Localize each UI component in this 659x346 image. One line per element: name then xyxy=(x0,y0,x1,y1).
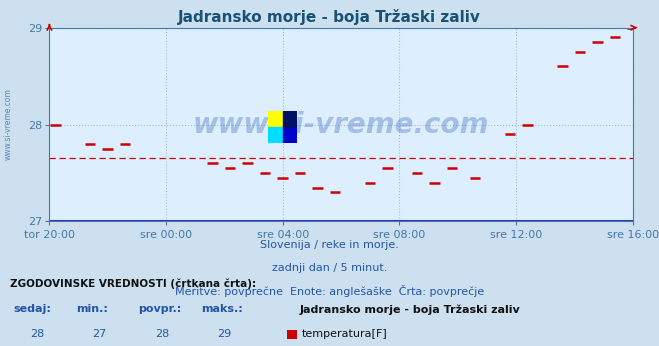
Bar xyxy=(283,127,297,143)
Text: www.si-vreme.com: www.si-vreme.com xyxy=(193,111,489,138)
Text: Slovenija / reke in morje.: Slovenija / reke in morje. xyxy=(260,240,399,251)
Text: 29: 29 xyxy=(217,329,232,339)
Bar xyxy=(283,111,297,127)
Text: maks.:: maks.: xyxy=(201,304,243,315)
Text: www.si-vreme.com: www.si-vreme.com xyxy=(3,89,13,161)
Text: min.:: min.: xyxy=(76,304,107,315)
Text: temperatura[F]: temperatura[F] xyxy=(302,329,387,339)
Text: Jadransko morje - boja Tržaski zaliv: Jadransko morje - boja Tržaski zaliv xyxy=(300,304,521,315)
Text: povpr.:: povpr.: xyxy=(138,304,182,315)
Text: sedaj:: sedaj: xyxy=(13,304,51,315)
Text: 28: 28 xyxy=(155,329,169,339)
Text: ZGODOVINSKE VREDNOSTI (črtkana črta):: ZGODOVINSKE VREDNOSTI (črtkana črta): xyxy=(10,279,256,289)
Text: 27: 27 xyxy=(92,329,107,339)
Text: zadnji dan / 5 minut.: zadnji dan / 5 minut. xyxy=(272,263,387,273)
Text: Meritve: povprečne  Enote: anglešaške  Črta: povprečje: Meritve: povprečne Enote: anglešaške Črt… xyxy=(175,285,484,298)
Text: Jadransko morje - boja Tržaski zaliv: Jadransko morje - boja Tržaski zaliv xyxy=(178,9,481,25)
Bar xyxy=(268,111,283,127)
Text: 28: 28 xyxy=(30,329,44,339)
Bar xyxy=(268,127,283,143)
